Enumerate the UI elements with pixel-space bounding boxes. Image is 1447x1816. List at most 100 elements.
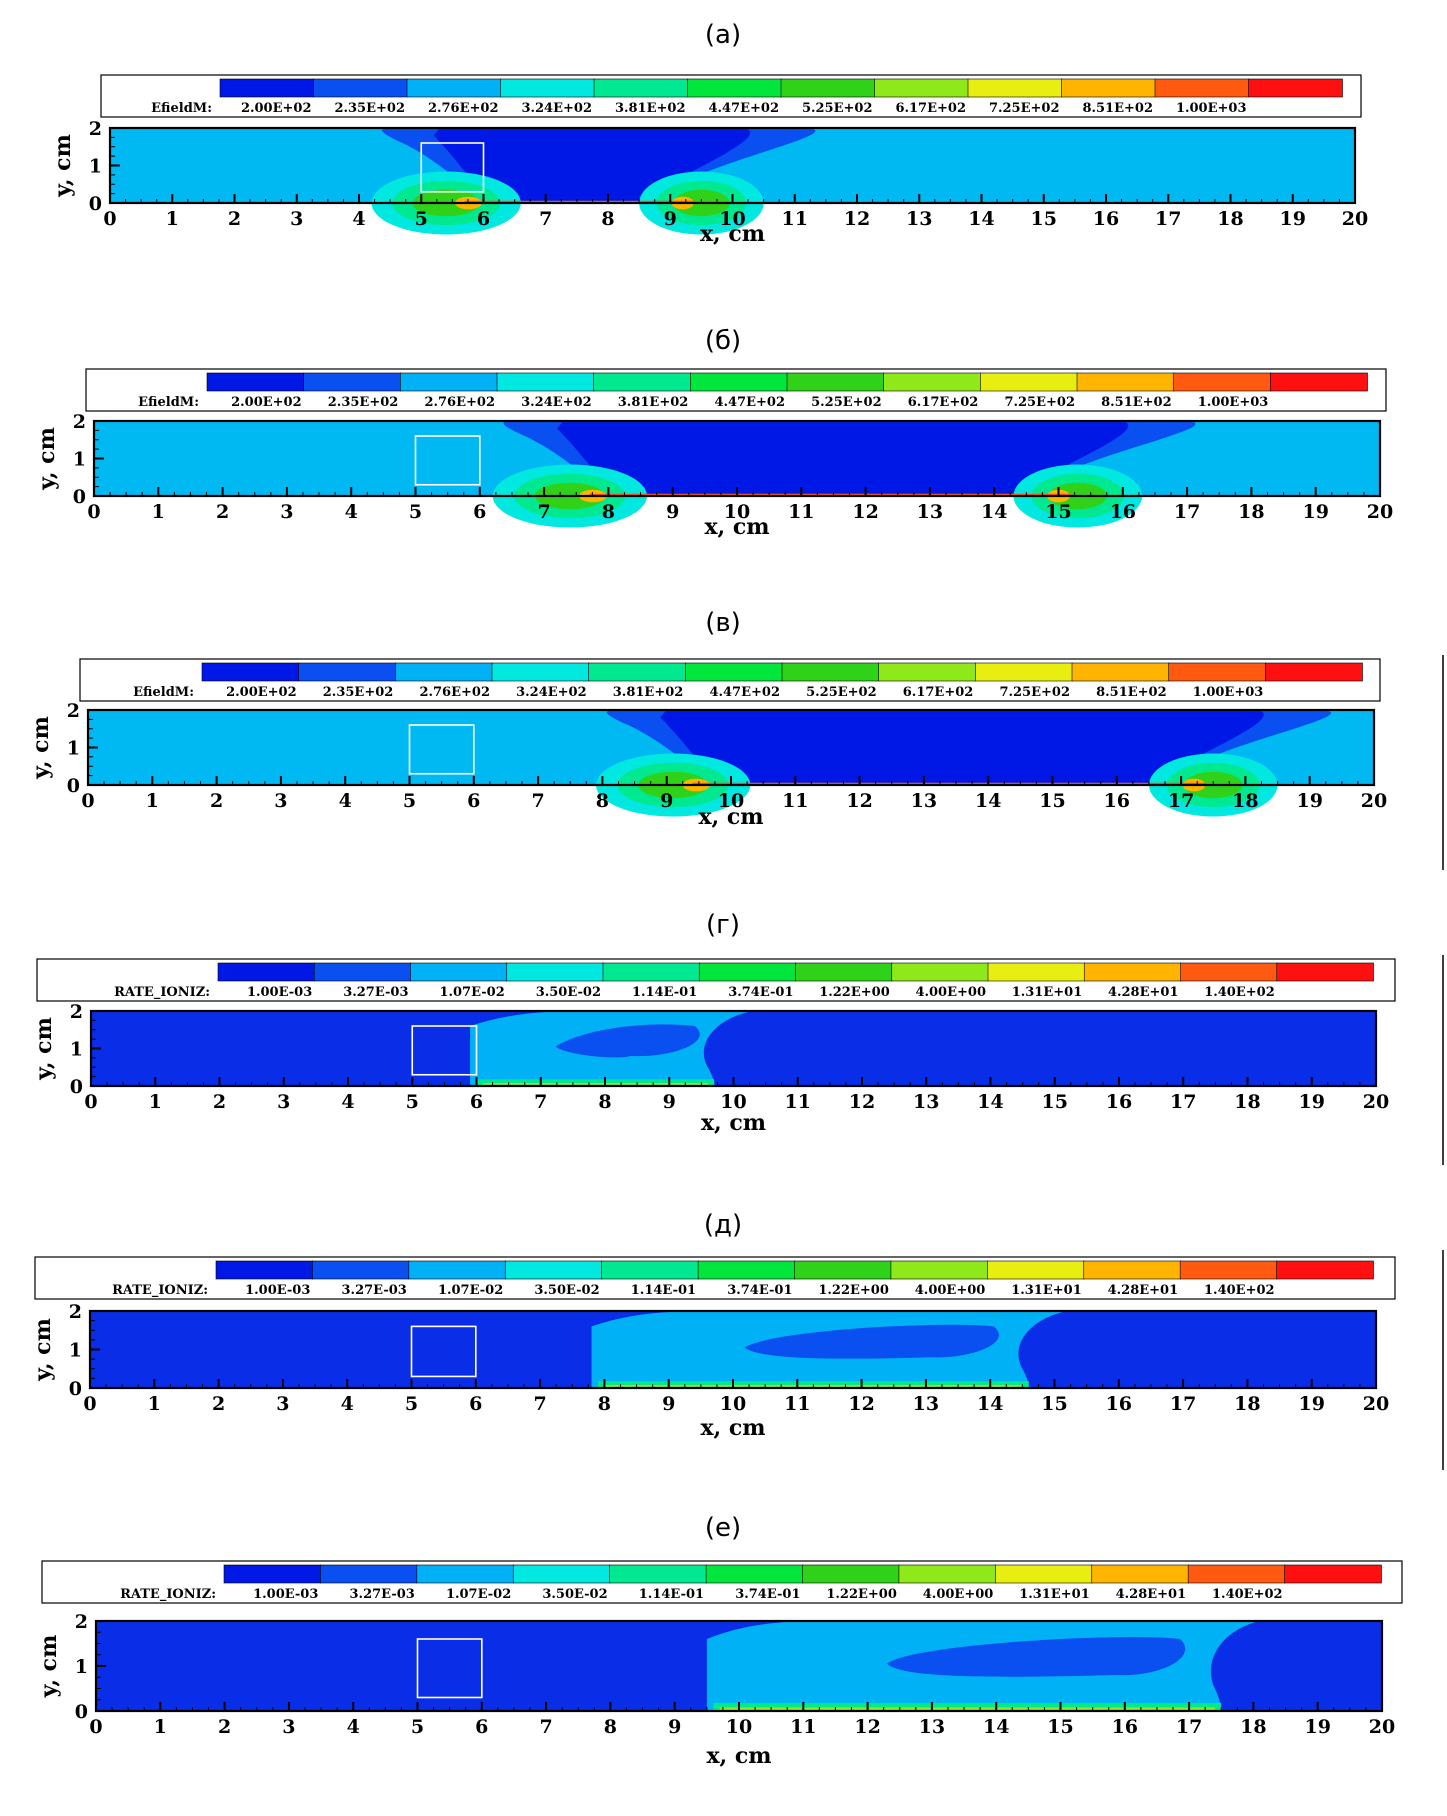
legend-value: 5.25E+02 [811,395,882,410]
x-tick-label: 10 [726,1716,752,1738]
legend-value: 2.35E+02 [323,685,394,700]
x-tick-label: 18 [1240,1716,1266,1738]
x-tick-label: 11 [788,501,814,523]
x-tick-label: 10 [719,208,745,230]
x-tick-label: 14 [981,501,1007,523]
x-tick-label: 20 [1342,208,1368,230]
legend-value: 1.40E+02 [1204,985,1275,1000]
legend-swatch [1284,1564,1382,1584]
x-tick-label: 0 [81,790,94,812]
x-tick-label: 11 [785,1091,811,1113]
legend-value: 8.51E+02 [1101,395,1172,410]
y-axis-title: y, cm [31,1017,57,1081]
x-tick-label: 8 [596,790,609,812]
legend-swatch [890,1260,989,1280]
x-tick-label: 2 [213,1091,226,1113]
legend-value: 3.74E-01 [727,1283,792,1298]
x-tick-label: 3 [276,1393,289,1415]
panel-label: (в) [705,608,741,638]
legend-swatch [1276,962,1374,982]
legend-value: 1.07E-02 [446,1587,511,1602]
legend-swatch [416,1564,515,1584]
legend-value: 1.00E+03 [1176,101,1247,116]
legend-variable: EfieldM: [138,395,199,410]
legend-swatch [987,1260,1085,1280]
y-tick-label: 2 [70,1001,83,1023]
legend-swatch [795,962,893,982]
plot-area [108,126,1357,235]
legend-swatch [878,662,977,682]
x-tick-label: 5 [409,501,422,523]
legend-value: 1.00E+03 [1198,395,1269,410]
x-tick-label: 13 [906,208,932,230]
x-tick-label: 6 [467,790,480,812]
ionization-pocket [886,1637,1186,1677]
legend-swatch [506,962,604,982]
y-axis-title: y, cm [30,1318,56,1382]
x-tick-label: 13 [913,1393,939,1415]
x-tick-label: 6 [475,1716,488,1738]
legend-value: 3.27E-03 [343,985,408,1000]
legend-value: 3.50E-02 [542,1587,607,1602]
x-tick-label: 15 [1045,501,1071,523]
legend-swatch [1154,78,1250,98]
x-tick-label: 20 [1367,501,1393,523]
legend-swatch [802,1564,900,1584]
x-tick-label: 20 [1363,1393,1389,1415]
legend-value: 1.14E-01 [639,1587,704,1602]
x-tick-label: 18 [1234,1091,1260,1113]
y-tick-label: 1 [67,738,80,760]
panel-6: (е) RATE_IONIZ: 1.00E-03 3.27E-03 1.07E-02 3.… [36,1513,1403,1769]
wall-layer-hot [482,1083,708,1086]
legend-value: 1.07E-02 [439,985,504,1000]
x-tick-label: 13 [919,1716,945,1738]
x-tick-label: 2 [216,501,229,523]
x-tick-label: 7 [533,1393,546,1415]
legend-value: 3.81E+02 [615,101,686,116]
x-tick-label: 16 [1104,790,1130,812]
x-tick-label: 10 [724,501,750,523]
plot-area [86,708,1376,817]
x-tick-label: 16 [1106,1393,1132,1415]
legend-value: 5.25E+02 [802,101,873,116]
x-tick-label: 2 [212,1393,225,1415]
legend-swatch [1091,1564,1189,1584]
legend-swatch [1270,372,1368,392]
x-tick-label: 14 [977,1393,1003,1415]
legend-swatch [891,962,989,982]
legend-value: 1.31E+01 [1012,985,1083,1000]
legend-value: 3.74E-01 [728,985,793,1000]
x-tick-label: 19 [1280,208,1306,230]
x-tick-label: 18 [1238,501,1264,523]
field-background [91,1011,1376,1086]
x-tick-label: 15 [1031,208,1057,230]
x-tick-label: 4 [341,1091,354,1113]
y-tick-label: 2 [67,700,80,722]
surface-layer [464,200,696,203]
legend-swatch [588,662,687,682]
x-tick-label: 3 [280,501,293,523]
legend-value: 3.74E-01 [735,1587,800,1602]
legend-swatch [206,372,305,392]
x-tick-label: 17 [1174,501,1200,523]
legend-swatch [786,372,885,392]
y-tick-label: 0 [89,193,102,215]
x-tick-label: 12 [849,1091,875,1113]
legend-swatch [1276,1260,1374,1280]
legend-value: 2.00E+02 [241,101,312,116]
x-tick-label: 16 [1093,208,1119,230]
x-tick-label: 9 [664,208,677,230]
x-tick-label: 1 [148,1393,161,1415]
x-tick-label: 7 [539,1716,552,1738]
x-tick-label: 4 [345,501,358,523]
x-tick-label: 11 [782,208,808,230]
x-tick-label: 5 [415,208,428,230]
legend-variable: RATE_IONIZ: [112,1283,208,1298]
x-tick-label: 6 [470,1091,483,1113]
legend-swatch [705,1564,804,1584]
ionization-pocket [744,1324,999,1359]
wall-layer [713,1702,1222,1711]
x-axis-title: x, cm [701,1110,766,1136]
legend-swatch [1083,1260,1181,1280]
y-tick-label: 1 [69,1340,82,1362]
